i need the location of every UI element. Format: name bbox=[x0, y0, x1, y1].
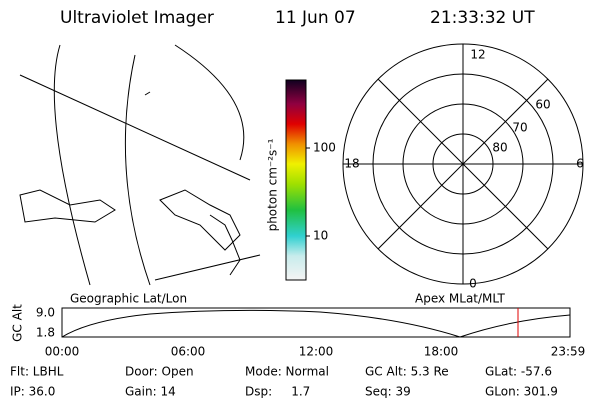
colorbar bbox=[285, 79, 307, 281]
colorbar-label: photon cm⁻²s⁻¹ bbox=[266, 138, 280, 231]
orbit-panel bbox=[61, 307, 571, 338]
mlat-label: 80 bbox=[492, 141, 507, 155]
mlt-label: 0 bbox=[469, 277, 477, 291]
mlt-label: 18 bbox=[344, 157, 359, 171]
status-field: Gain: 14 bbox=[125, 385, 176, 399]
orbit-curve bbox=[61, 309, 571, 338]
instrument: Ultraviolet Imager bbox=[60, 8, 214, 28]
x-tick-label: 23:59 bbox=[551, 345, 586, 359]
orbit-ylabel: GC Alt bbox=[11, 304, 25, 342]
status-field: Mode: Normal bbox=[245, 365, 329, 379]
status-field: Flt: LBHL bbox=[10, 365, 64, 379]
orbit-left-title: Geographic Lat/Lon bbox=[70, 292, 187, 306]
x-tick-label: 12:00 bbox=[299, 345, 334, 359]
y-tick-label: 1.8 bbox=[36, 326, 55, 340]
colorbar-tick-label: 100 bbox=[313, 141, 336, 155]
status-field: Dsp: 1.7 bbox=[245, 385, 310, 399]
mlt-label: 12 bbox=[470, 48, 485, 62]
status-field: GLon: 301.9 bbox=[485, 385, 558, 399]
x-tick-label: 00:00 bbox=[45, 345, 80, 359]
x-tick-label: 06:00 bbox=[171, 345, 206, 359]
y-tick-label: 9.0 bbox=[36, 306, 55, 320]
geo-map bbox=[19, 44, 261, 286]
mlat-label: 60 bbox=[535, 98, 550, 112]
colorbar-tick-label: 10 bbox=[313, 229, 328, 243]
status-field: IP: 36.0 bbox=[10, 385, 55, 399]
status-field: Seq: 39 bbox=[365, 385, 411, 399]
x-tick-label: 18:00 bbox=[424, 345, 459, 359]
orbit-right-title: Apex MLat/MLT bbox=[415, 292, 505, 306]
time: 21:33:32 UT bbox=[430, 8, 535, 28]
status-field: GLat: -57.6 bbox=[485, 365, 552, 379]
footer: Flt: LBHL Door: Open Mode: Normal GC Alt: 5… bbox=[10, 365, 558, 399]
date: 11 Jun 07 bbox=[275, 8, 356, 28]
status-field: GC Alt: 5.3 Re bbox=[365, 365, 449, 379]
status-field: Door: Open bbox=[125, 365, 194, 379]
mlt-label: 6 bbox=[576, 157, 584, 171]
polar-grid bbox=[342, 43, 584, 285]
mlat-label: 70 bbox=[512, 121, 527, 135]
